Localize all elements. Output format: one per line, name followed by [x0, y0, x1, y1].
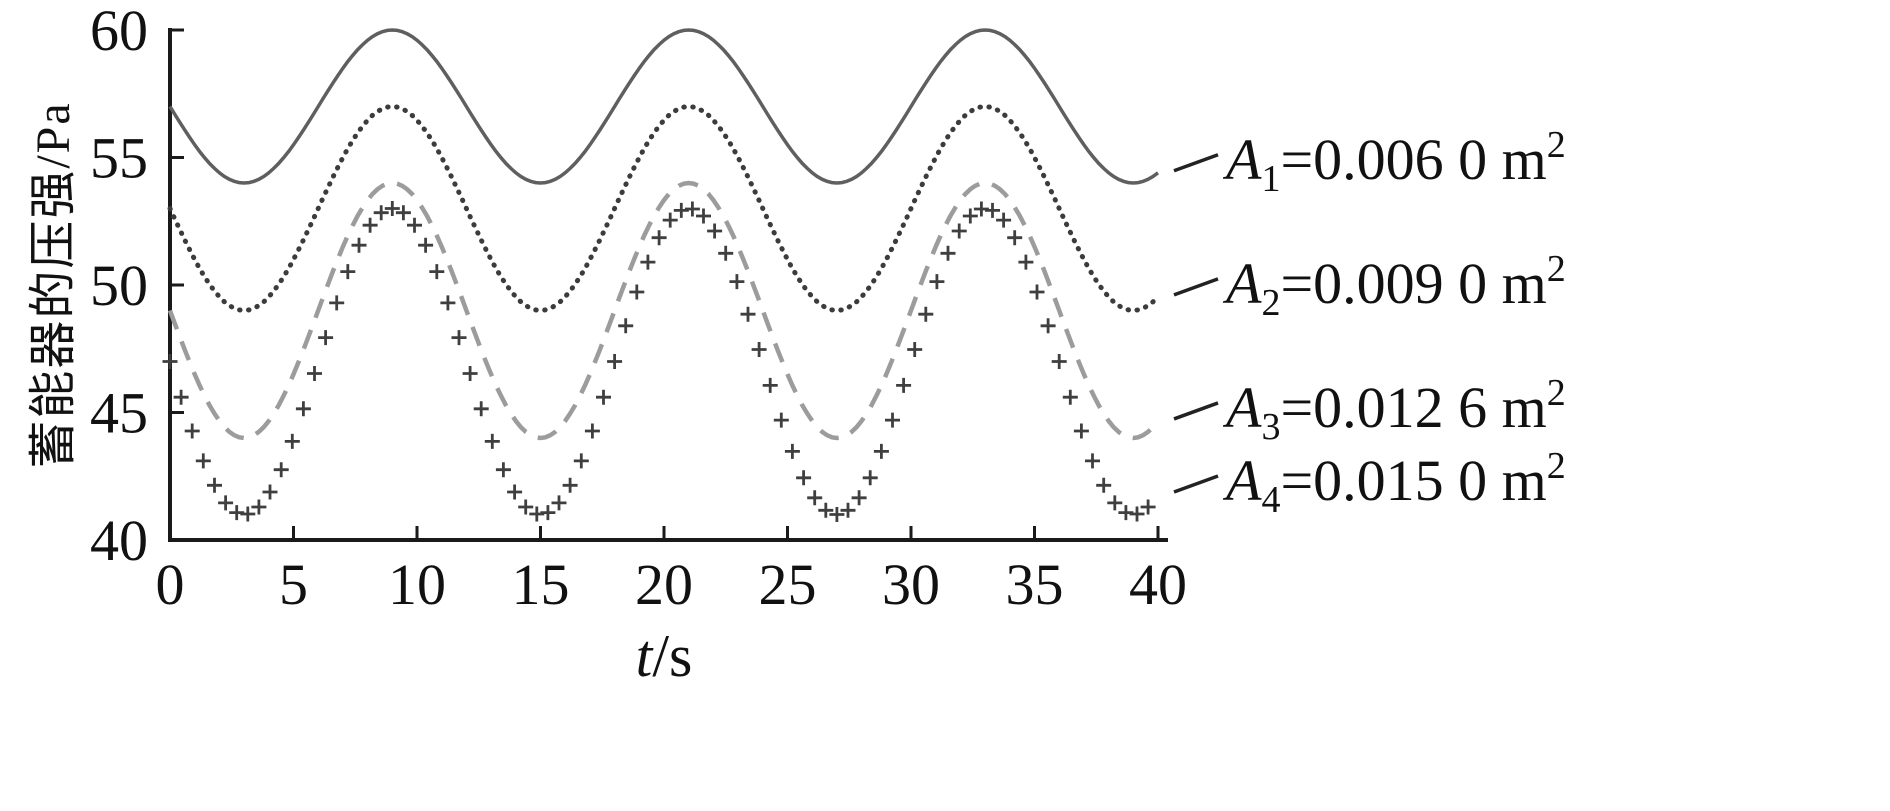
- y-tick-label-60: 60: [90, 0, 148, 63]
- y-tick-label-40: 40: [90, 508, 148, 573]
- series-a3-line: [167, 180, 1160, 441]
- x-tick-label-40: 40: [1129, 552, 1187, 617]
- legend-connector-a1: [1173, 153, 1219, 173]
- legend-connector-a4: [1173, 474, 1219, 494]
- x-tick-label-35: 35: [1006, 552, 1064, 617]
- x-tick-label-5: 5: [279, 552, 308, 617]
- x-tick-label-10: 10: [388, 552, 446, 617]
- x-axis-title: t/s: [636, 622, 693, 691]
- y-tick-label-55: 55: [90, 126, 148, 191]
- series-a4-markers: [162, 201, 1156, 522]
- legend-connector-a2: [1173, 277, 1219, 297]
- y-axis-title: 蓄能器的压强/Pa: [27, 101, 80, 469]
- x-axis-title-unit: /s: [652, 623, 693, 689]
- x-axis-title-variable: t: [635, 623, 653, 689]
- legend-label-a2: A2=0.009 0 m2: [1222, 248, 1566, 324]
- legend-connector-a3: [1173, 401, 1219, 421]
- y-tick-label-50: 50: [90, 253, 148, 318]
- x-tick-label-20: 20: [635, 552, 693, 617]
- legend-label-a3: A3=0.012 6 m2: [1222, 372, 1566, 448]
- y-tick-label-45: 45: [90, 381, 148, 446]
- x-tick-label-0: 0: [156, 552, 185, 617]
- series-a1-line: [168, 28, 1160, 185]
- legend-label-a4: A4=0.015 0 m2: [1222, 445, 1566, 521]
- x-tick-label-15: 15: [512, 552, 570, 617]
- x-tick-label-25: 25: [759, 552, 817, 617]
- x-tick-label-30: 30: [882, 552, 940, 617]
- series-a2-line: [167, 103, 1161, 314]
- legend-label-a1: A1=0.006 0 m2: [1222, 124, 1566, 200]
